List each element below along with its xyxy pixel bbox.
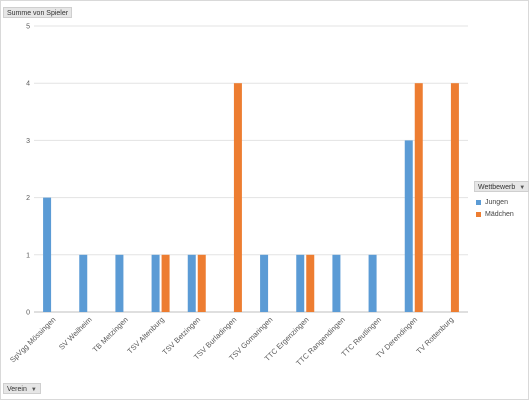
legend-field-button[interactable]: Wettbewerb ▼ [474, 181, 529, 192]
legend-label-maedchen: Mädchen [485, 210, 514, 218]
y-tick-label: 4 [26, 81, 30, 88]
legend-item-jungen: Jungen [476, 196, 526, 208]
bar-jungen [332, 254, 341, 312]
dropdown-arrow-icon: ▼ [30, 387, 37, 393]
legend-swatch-maedchen [476, 211, 481, 217]
bar-jungen [151, 254, 160, 312]
bar-maedchen [197, 254, 206, 312]
bar-jungen [79, 254, 88, 312]
bar-jungen [115, 254, 124, 312]
x-tick-label: SpVgg Mössingen [8, 315, 57, 364]
bars [43, 83, 459, 312]
x-tick-label: TB Metzingen [91, 315, 130, 354]
values-field-button[interactable]: Summe von Spieler [3, 7, 73, 18]
bar-jungen [404, 140, 413, 312]
bar-jungen [296, 254, 305, 312]
y-tick-label: 1 [26, 252, 30, 259]
bar-jungen [187, 254, 196, 312]
legend-field-label: Wettbewerb [478, 184, 516, 191]
x-tick-label: SV Weilheim [57, 315, 94, 352]
y-axis-ticks: 0 1 2 3 4 5 [26, 24, 30, 317]
x-tick-label: TSV Altenburg [125, 315, 166, 356]
x-tick-label: TV Rottenburg [414, 315, 455, 356]
legend: Wettbewerb ▼ Jungen Mädchen [474, 181, 529, 220]
bar-maedchen [233, 83, 242, 312]
gridlines [34, 25, 468, 313]
bar-jungen [368, 254, 377, 312]
y-tick-label: 3 [26, 138, 30, 145]
values-field-label: Summe von Spieler [7, 10, 69, 17]
legend-label-jungen: Jungen [485, 198, 508, 206]
bar-maedchen [450, 83, 459, 312]
y-tick-label: 0 [26, 310, 30, 317]
row-field-label: Verein [7, 386, 27, 393]
y-tick-label: 2 [26, 195, 30, 202]
bar-jungen [43, 197, 52, 312]
legend-item-maedchen: Mädchen [476, 208, 526, 220]
bar-jungen [260, 254, 269, 312]
bar-maedchen [306, 254, 315, 312]
row-field-button[interactable]: Verein ▼ [3, 383, 41, 394]
bar-maedchen [161, 254, 170, 312]
legend-swatch-jungen [476, 199, 481, 205]
dropdown-arrow-icon: ▼ [519, 185, 526, 191]
y-tick-label: 5 [26, 24, 30, 31]
bar-maedchen [414, 83, 423, 312]
